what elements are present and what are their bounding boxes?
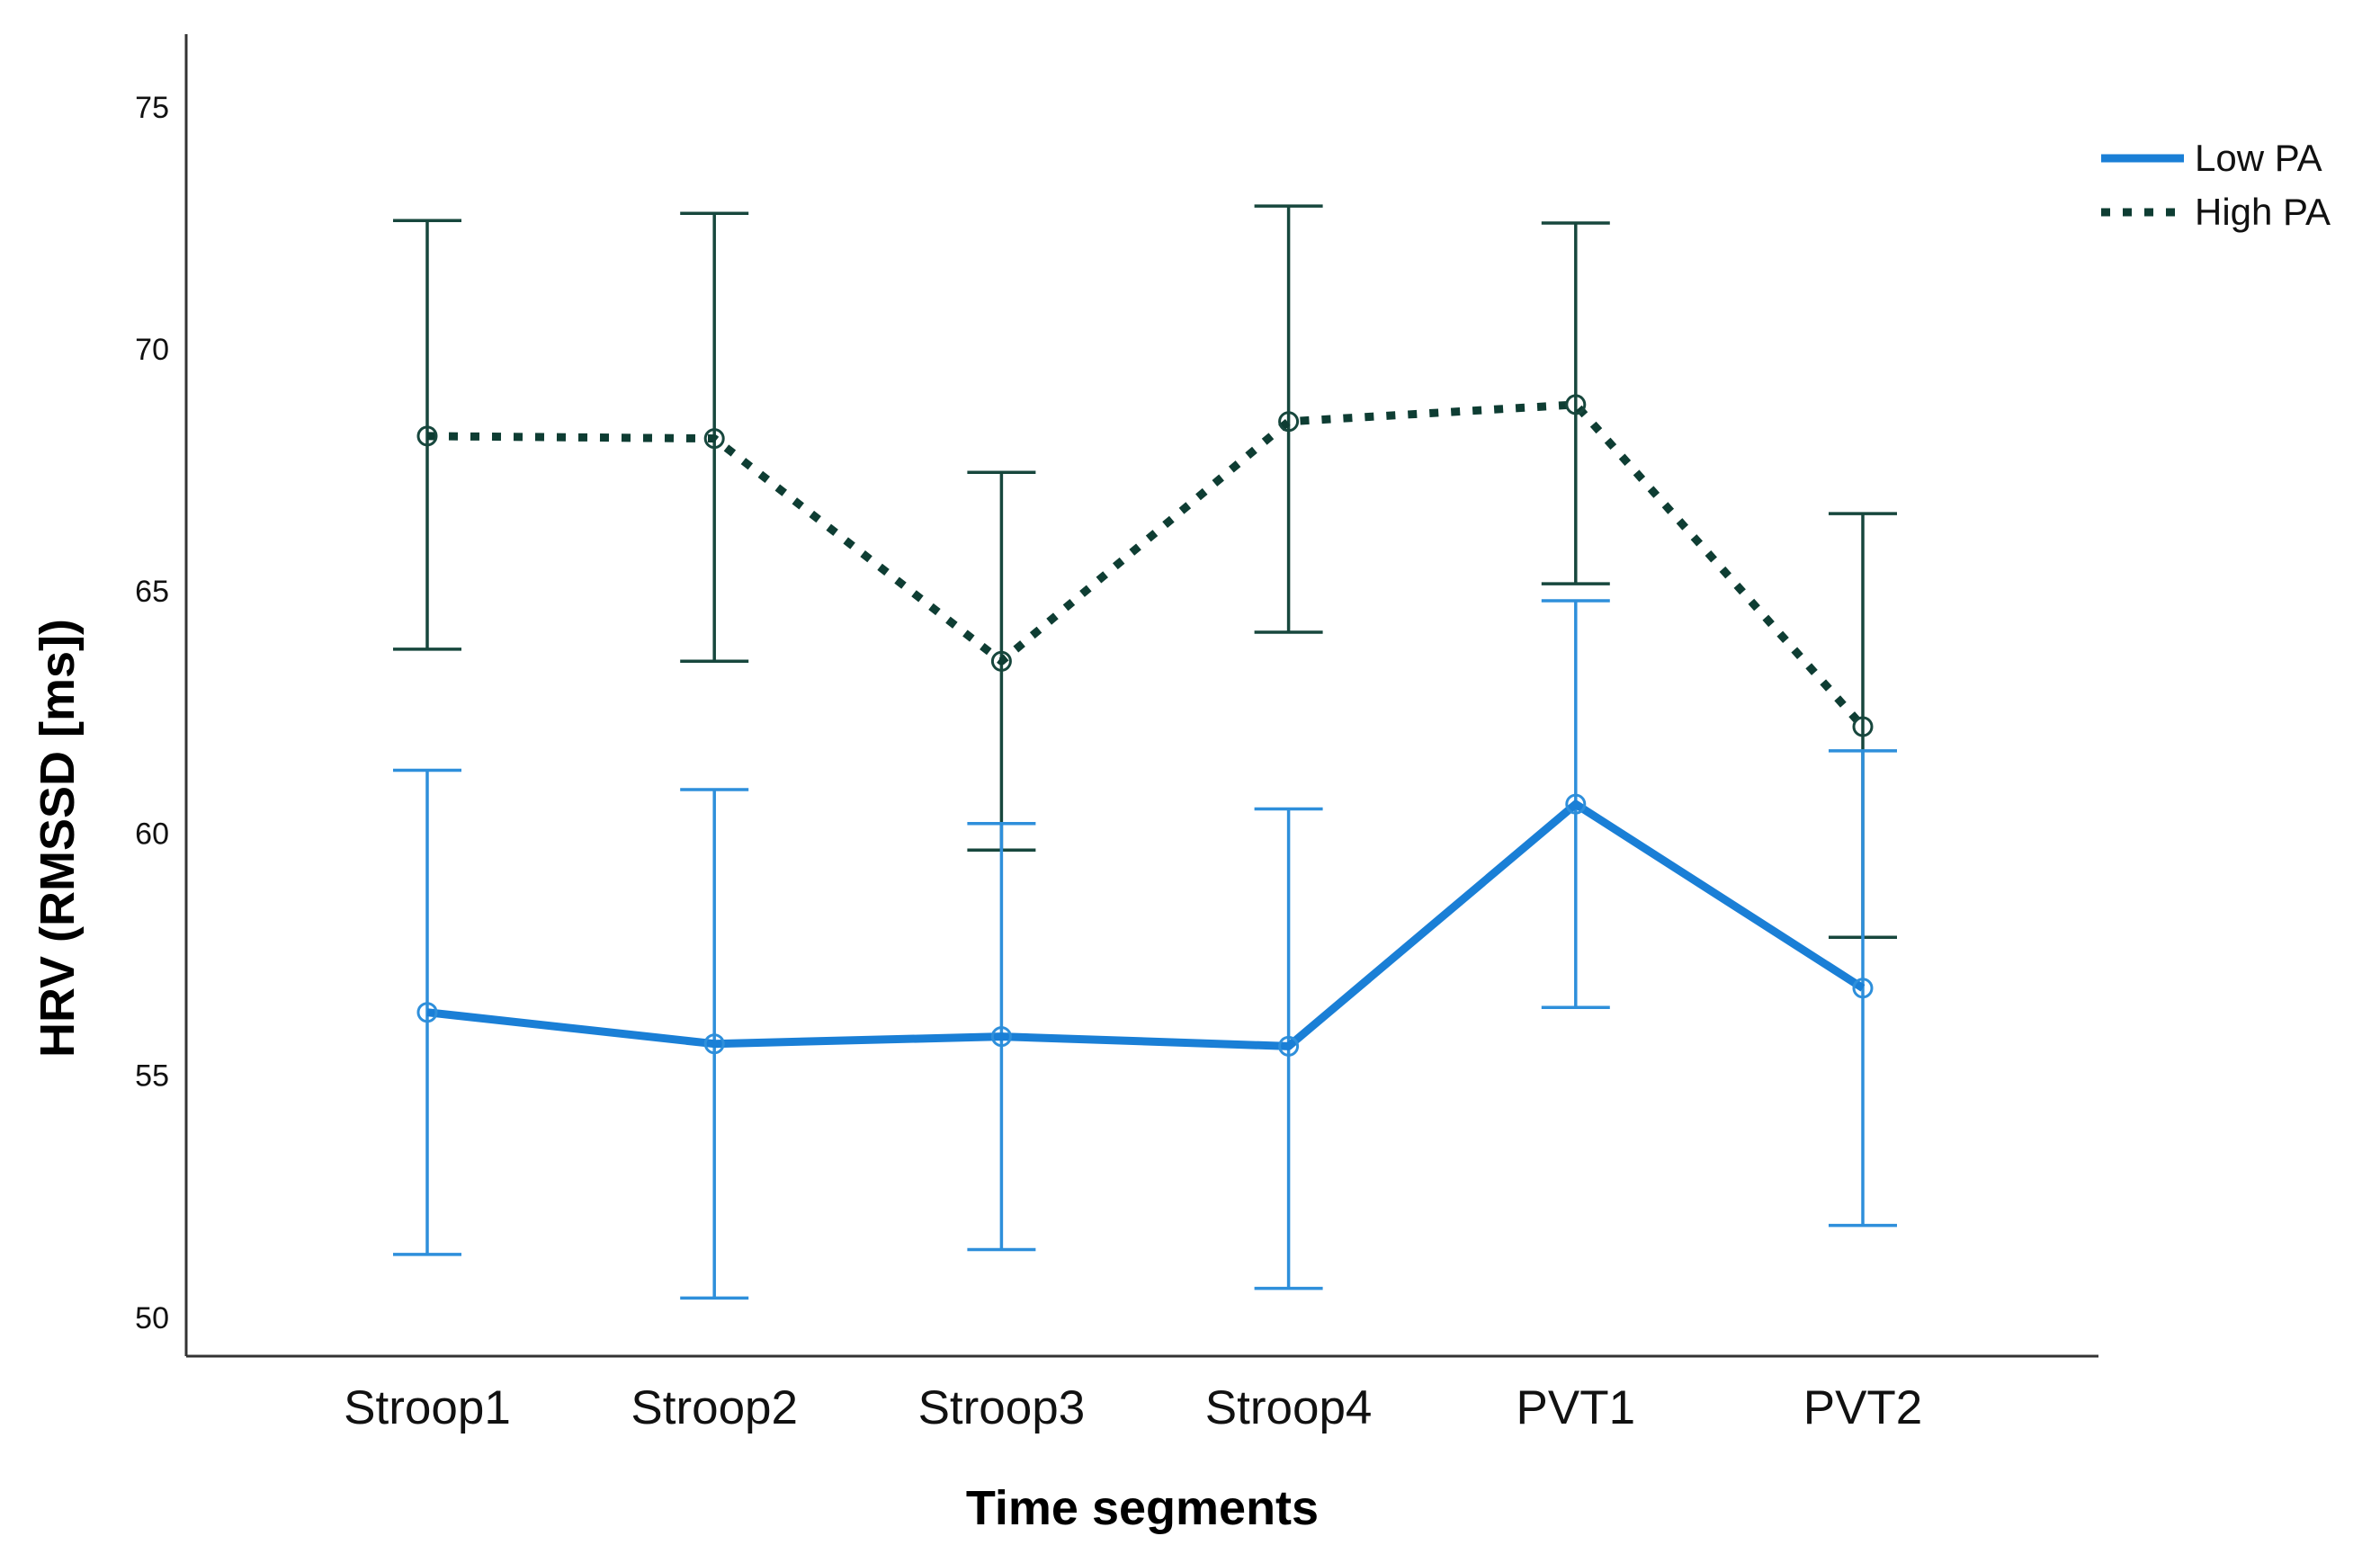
error-bar-high-pa-pvt1: [1541, 221, 1610, 585]
x-tick-label-pvt1: PVT1: [1517, 1381, 1636, 1434]
marker-low-pa-stroop2: [703, 1033, 725, 1055]
axes: [184, 34, 2098, 1358]
y-tick-label-70: 70: [135, 333, 169, 367]
series-line-high-pa: [426, 400, 1866, 729]
marker-high-pa-stroop4: [1278, 411, 1300, 433]
series-markers: [416, 394, 1874, 1057]
y-tick-label-60: 60: [135, 817, 169, 851]
series-lines: [426, 400, 1866, 1050]
x-tick-label-stroop1: Stroop1: [344, 1381, 511, 1434]
legend-label-low-pa: Low PA: [2195, 137, 2322, 179]
legend-label-high-pa: High PA: [2195, 191, 2331, 233]
marker-low-pa-pvt1: [1565, 793, 1587, 815]
x-axis-title: Time segments: [966, 1481, 1319, 1535]
marker-low-pa-stroop3: [990, 1026, 1012, 1048]
y-tick-label-65: 65: [135, 575, 169, 609]
error-bar-high-pa-stroop1: [393, 219, 461, 651]
x-tick-label-stroop3: Stroop3: [918, 1381, 1086, 1434]
x-axis-ticks: Stroop1 Stroop2 Stroop3 Stroop4 PVT1 PVT2: [344, 1381, 1922, 1434]
y-tick-label-75: 75: [135, 91, 169, 125]
x-tick-label-pvt2: PVT2: [1803, 1381, 1923, 1434]
marker-high-pa-stroop2: [703, 428, 725, 450]
marker-high-pa-stroop1: [416, 425, 438, 447]
error-bars: [393, 204, 1897, 1300]
x-tick-label-stroop4: Stroop4: [1205, 1381, 1373, 1434]
marker-low-pa-pvt2: [1852, 978, 1874, 999]
marker-high-pa-pvt2: [1852, 716, 1874, 737]
y-axis-ticks: 50 55 60 65 70 75: [135, 91, 169, 1335]
marker-low-pa-stroop4: [1278, 1035, 1300, 1057]
marker-low-pa-stroop1: [416, 1002, 438, 1023]
marker-high-pa-stroop3: [990, 650, 1012, 672]
y-tick-label-55: 55: [135, 1059, 169, 1094]
y-tick-label-50: 50: [135, 1301, 169, 1335]
y-axis-title: HRV (RMSSD [ms]): [31, 619, 85, 1058]
legend: Low PA High PA: [2101, 137, 2331, 233]
x-tick-label-stroop2: Stroop2: [631, 1381, 798, 1434]
series-line-low-pa: [426, 799, 1866, 1050]
error-bar-high-pa-stroop4: [1254, 204, 1323, 634]
marker-high-pa-pvt1: [1565, 394, 1587, 415]
